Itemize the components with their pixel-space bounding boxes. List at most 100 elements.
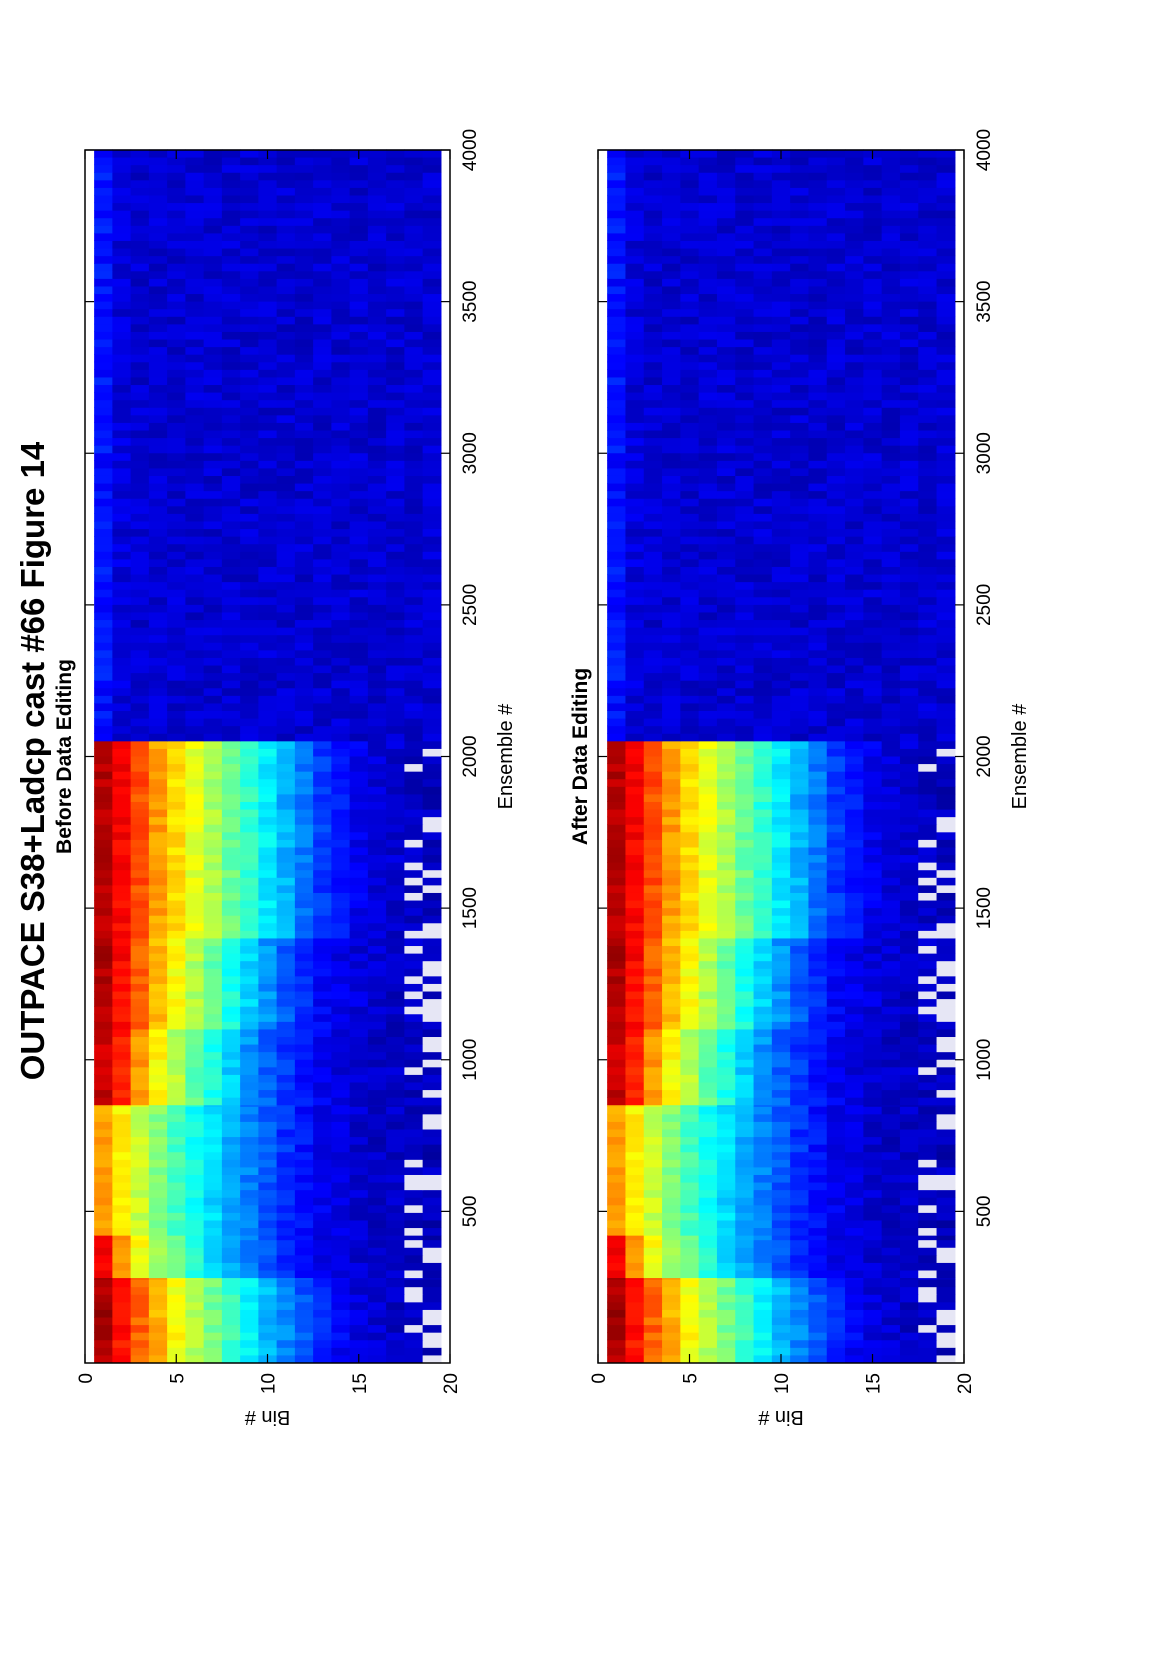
heatmap-cell: [349, 884, 369, 893]
heatmap-cell: [716, 1066, 736, 1075]
heatmap-cell: [899, 1269, 919, 1279]
heatmap-cell: [698, 1247, 718, 1256]
heatmap-cell: [422, 634, 442, 643]
heatmap-cell: [221, 194, 241, 204]
heatmap-cell: [185, 437, 205, 446]
heatmap-cell: [863, 1121, 883, 1130]
heatmap-cell: [771, 771, 791, 780]
heatmap-cell: [826, 793, 846, 802]
heatmap-cell: [331, 1074, 351, 1083]
heatmap-cell: [349, 498, 369, 507]
heatmap-cell: [643, 763, 663, 772]
heatmap-cell: [367, 884, 387, 893]
heatmap-cell: [331, 657, 351, 666]
heatmap-cell: [607, 1262, 627, 1271]
heatmap-cell: [331, 149, 351, 158]
heatmap-cell: [716, 664, 736, 674]
heatmap-cell: [94, 1189, 113, 1198]
heatmap-cell: [422, 763, 442, 772]
heatmap-cell: [643, 1174, 663, 1183]
heatmap-cell: [349, 1235, 369, 1241]
heatmap-cell: [753, 1097, 773, 1106]
heatmap-cell: [185, 369, 205, 378]
heatmap-cell: [240, 786, 259, 795]
heatmap-cell: [625, 899, 645, 909]
heatmap-cell: [404, 733, 424, 742]
heatmap-cell: [643, 1121, 663, 1130]
heatmap-cell: [240, 1324, 259, 1333]
heatmap-cell: [808, 808, 828, 818]
heatmap-cell: [881, 1028, 901, 1038]
heatmap-cell: [881, 1059, 901, 1068]
heatmap-cell: [367, 467, 387, 476]
heatmap-cell: [625, 1197, 645, 1206]
heatmap-cell: [753, 1286, 773, 1295]
heatmap-cell: [203, 376, 223, 386]
heatmap-cell: [422, 536, 442, 545]
heatmap-cell: [112, 392, 132, 401]
heatmap-cell: [845, 854, 864, 863]
heatmap-cell: [625, 1219, 645, 1229]
heatmap-cell: [313, 1144, 332, 1153]
heatmap-cell: [276, 301, 296, 310]
heatmap-cell: [680, 854, 700, 863]
heatmap-cell: [753, 808, 773, 818]
heatmap-cell: [735, 915, 755, 924]
heatmap-cell: [331, 1081, 351, 1091]
heatmap-cell: [607, 1347, 627, 1356]
heatmap-cell: [331, 247, 351, 257]
heatmap-cell: [607, 1021, 627, 1030]
heatmap-cell: [735, 1227, 755, 1236]
heatmap-cell: [203, 308, 223, 317]
heatmap-cell: [625, 627, 645, 636]
heatmap-cell: [331, 899, 351, 909]
heatmap-cell: [808, 1066, 828, 1075]
heatmap-cell: [349, 1197, 369, 1206]
heatmap-cell: [716, 846, 736, 856]
heatmap-cell: [826, 771, 846, 780]
heatmap-cell: [276, 611, 296, 621]
heatmap-cell: [698, 1324, 718, 1333]
heatmap-cell: [625, 1212, 645, 1221]
heatmap-cell: [112, 702, 132, 712]
heatmap-cell: [240, 1036, 259, 1045]
heatmap-cell: [130, 611, 150, 621]
heatmap-cell: [185, 627, 205, 636]
heatmap-cell: [313, 331, 332, 340]
heatmap-cell: [790, 748, 810, 757]
heatmap-cell: [185, 907, 205, 916]
heatmap-cell: [422, 786, 442, 795]
heatmap-cell: [771, 695, 791, 704]
heatmap-cell: [404, 566, 424, 575]
heatmap-cell: [735, 786, 755, 795]
heatmap-cell: [294, 1227, 314, 1236]
heatmap-cell: [404, 990, 424, 1000]
heatmap-cell: [899, 763, 919, 772]
heatmap-cell: [130, 960, 150, 969]
heatmap-cell: [349, 1166, 369, 1175]
heatmap-cell: [130, 1043, 150, 1053]
heatmap-cell: [185, 763, 205, 772]
heatmap-cell: [422, 1301, 442, 1310]
heatmap-cell: [240, 778, 259, 787]
heatmap-cell: [112, 634, 132, 643]
heatmap-cell: [607, 808, 627, 818]
heatmap-cell: [167, 399, 186, 408]
heatmap-cell: [422, 1166, 442, 1175]
heatmap-cell: [94, 202, 113, 211]
heatmap-cell: [167, 627, 186, 636]
heatmap-cell: [185, 877, 205, 886]
heatmap-cell: [422, 513, 442, 522]
heatmap-cell: [625, 1269, 645, 1279]
heatmap-cell: [771, 1121, 791, 1130]
heatmap-cell: [167, 862, 186, 871]
heatmap-cell: [313, 1006, 332, 1015]
heatmap-cell: [735, 1339, 755, 1348]
heatmap-cell: [367, 975, 387, 984]
heatmap-cell: [130, 862, 150, 871]
heatmap-cell: [148, 1262, 168, 1271]
heatmap-cell: [112, 255, 132, 264]
heatmap-cell: [130, 240, 150, 249]
x-tick-label: 3000: [460, 432, 481, 474]
heatmap-cell: [258, 1051, 278, 1060]
